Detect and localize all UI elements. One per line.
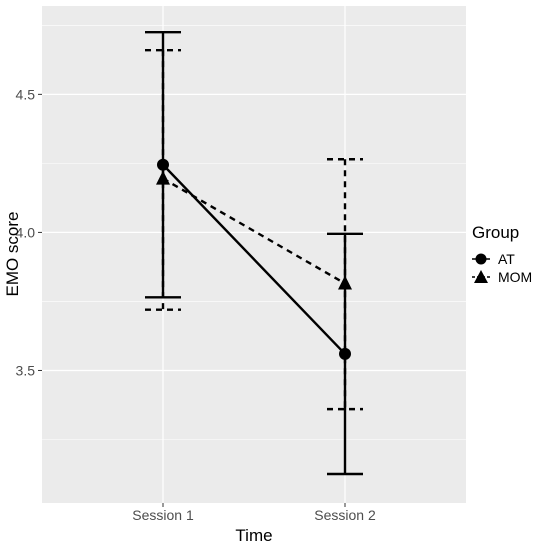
point-at <box>339 347 351 360</box>
legend-label-mom: MOM <box>498 269 532 285</box>
x-axis-title: Time <box>235 526 272 545</box>
y-tick-label: 4.0 <box>16 224 36 240</box>
legend-keys: AT MOM <box>472 250 532 286</box>
legend-title: Group <box>472 223 519 242</box>
x-tick-label: Session 2 <box>314 507 376 523</box>
axis-layer: 3.5 4.0 4.5 Session 1 Session 2 <box>16 86 376 523</box>
series-line-layer <box>162 163 346 355</box>
legend-key-marker-mom <box>474 270 488 283</box>
point-mom <box>156 170 170 185</box>
y-tick-label: 4.5 <box>16 86 36 102</box>
legend: Group AT MOM <box>472 223 532 286</box>
legend-label-at: AT <box>498 251 515 267</box>
point-layer <box>156 158 352 360</box>
series-line-mom <box>162 177 346 285</box>
legend-key-marker-at <box>475 253 487 265</box>
x-tick-label: Session 1 <box>132 507 194 523</box>
point-mom <box>338 275 352 290</box>
point-at <box>157 158 169 171</box>
panel-background <box>42 6 466 503</box>
y-tick-label: 3.5 <box>16 362 36 378</box>
y-axis-title: EMO score <box>3 211 22 296</box>
